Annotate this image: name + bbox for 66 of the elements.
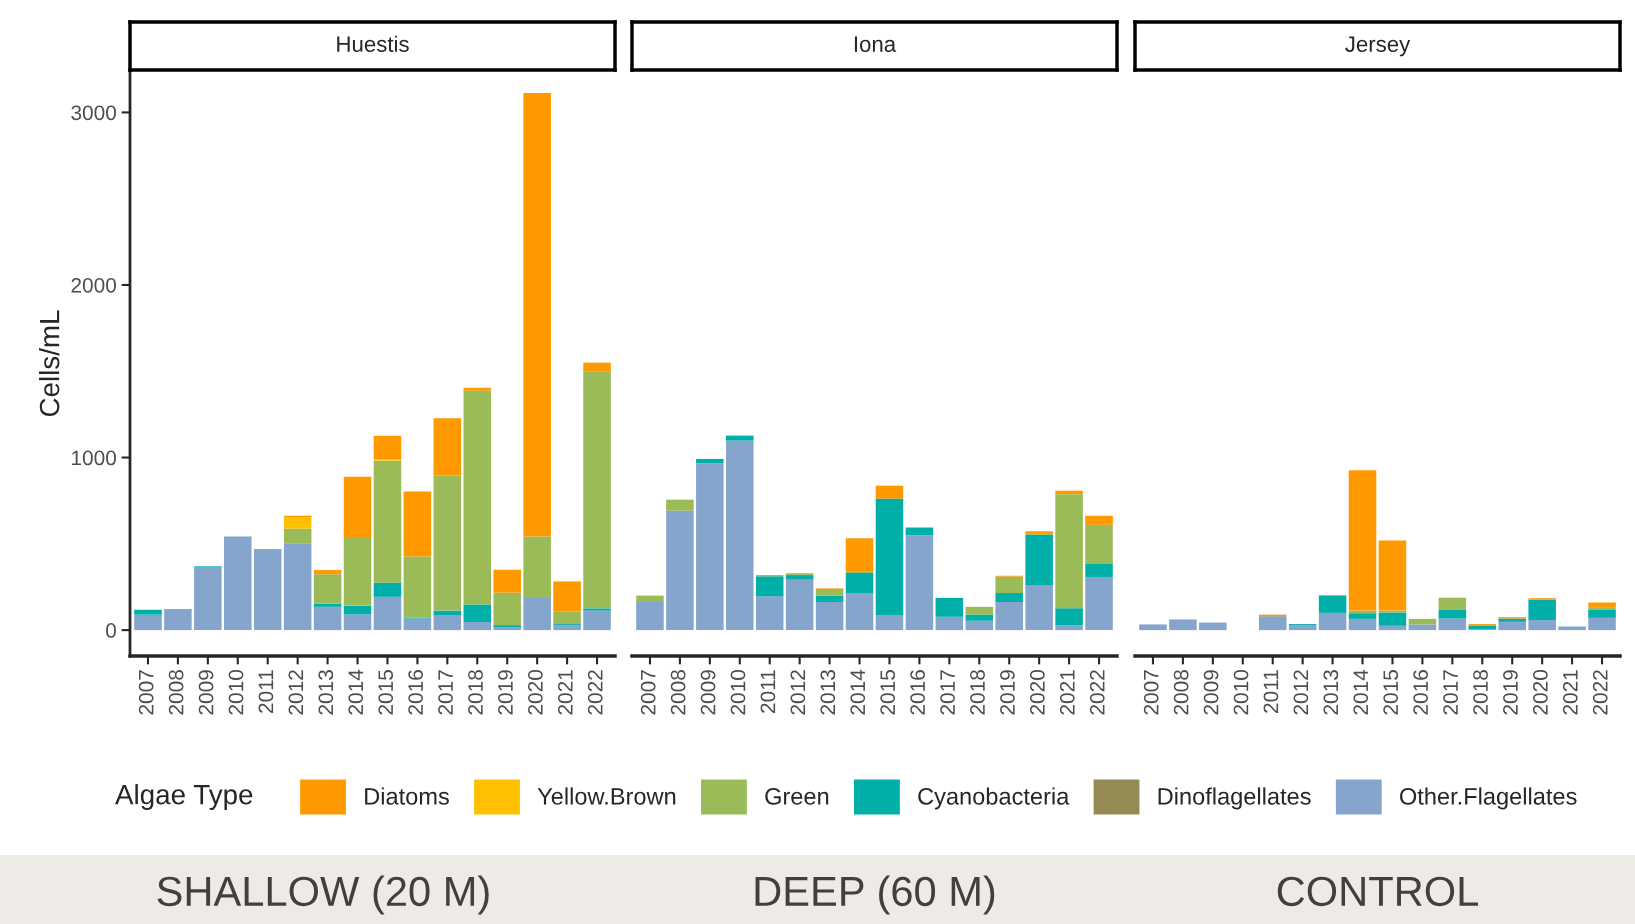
x-tick-label: 2020 xyxy=(528,670,543,715)
x-tick-label: 2018 xyxy=(468,670,483,715)
x-tick-label: 2009 xyxy=(1203,670,1219,715)
x-tick-label: 2013 xyxy=(318,670,334,715)
x-tick-label: 2019 xyxy=(1000,670,1015,715)
x-tick-label: 2010 xyxy=(228,670,244,715)
x-tick-label: 2015 xyxy=(1383,670,1399,715)
x-tick-label: 2014 xyxy=(1353,669,1369,715)
x-tick-label: 2008 xyxy=(168,670,184,715)
x-tick-label: 2017 xyxy=(1443,670,1458,715)
x-tick-label: 2016 xyxy=(408,670,423,715)
x-tick-label: 2020 xyxy=(1030,670,1045,715)
x-tick-label: 2016 xyxy=(910,670,925,715)
chart-title: Jersey xyxy=(1345,36,1411,57)
x-tick-label: 2017 xyxy=(940,670,955,715)
x-tick-label: 2021 xyxy=(1059,670,1075,715)
legend-title: Algae Type xyxy=(115,784,253,810)
x-tick-label: 2013 xyxy=(1323,670,1339,715)
x-tick-label: 2009 xyxy=(198,670,214,715)
x-tick-label: 2012 xyxy=(288,670,304,715)
x-tick-label: 2007 xyxy=(138,670,154,715)
x-tick-label: 2021 xyxy=(1562,670,1578,715)
chart-title: Huestis xyxy=(337,35,409,52)
x-tick-label: 2021 xyxy=(557,670,573,715)
legend-label: Dinoflagellates xyxy=(1158,787,1311,810)
x-tick-label: 2007 xyxy=(1143,670,1159,715)
x-tick-label: 2022 xyxy=(1592,670,1608,715)
x-tick-label: 2013 xyxy=(820,670,836,715)
legend-label: Green xyxy=(765,788,829,805)
x-tick-label: 2007 xyxy=(640,670,656,715)
x-tick-label: 2018 xyxy=(1473,670,1488,715)
legend-label: Other.Flagellates xyxy=(1400,787,1577,810)
chart-title: Iona xyxy=(854,36,897,52)
x-tick-label: 2020 xyxy=(1533,670,1548,715)
legend-label: Yellow.Brown xyxy=(537,787,676,805)
y-tick-label: 1000 xyxy=(72,450,116,466)
x-tick-label: 2018 xyxy=(970,670,985,715)
y-tick-label: 0 xyxy=(106,623,116,638)
legend-label: Diatoms xyxy=(365,787,449,805)
x-tick-label: 2014 xyxy=(348,669,364,715)
x-tick-label: 2012 xyxy=(1293,670,1309,715)
text: CONTROL xyxy=(1277,876,1478,907)
x-tick-label: 2022 xyxy=(587,670,603,715)
y-tick-label: 2000 xyxy=(71,277,116,293)
y-tick-label: 3000 xyxy=(71,105,116,121)
x-tick-label: 2015 xyxy=(880,670,896,715)
x-tick-label: 2008 xyxy=(670,670,686,715)
x-tick-label: 2009 xyxy=(700,670,716,715)
x-tick-label: 2010 xyxy=(1233,670,1249,715)
y-axis-title: Cells/mL xyxy=(39,310,60,417)
x-tick-label: 2019 xyxy=(1503,670,1518,715)
legend-label: Cyanobacteria xyxy=(918,787,1070,810)
x-tick-label: 2019 xyxy=(498,670,513,715)
x-tick-label: 2008 xyxy=(1173,670,1189,715)
x-tick-label: 2010 xyxy=(730,670,746,715)
text: DEEP (60 M) xyxy=(755,875,995,915)
x-tick-label: 2022 xyxy=(1089,670,1105,715)
x-tick-label: 2015 xyxy=(378,670,394,715)
x-tick-label: 2014 xyxy=(850,669,866,715)
x-tick-label: 2016 xyxy=(1413,670,1428,715)
x-tick-label: 2011 xyxy=(1263,670,1279,713)
x-tick-label: 2011 xyxy=(760,670,776,713)
x-tick-label: 2012 xyxy=(790,670,806,715)
x-tick-label: 2011 xyxy=(258,670,274,713)
x-tick-label: 2017 xyxy=(438,670,453,715)
text: SHALLOW (20 M) xyxy=(157,875,489,915)
